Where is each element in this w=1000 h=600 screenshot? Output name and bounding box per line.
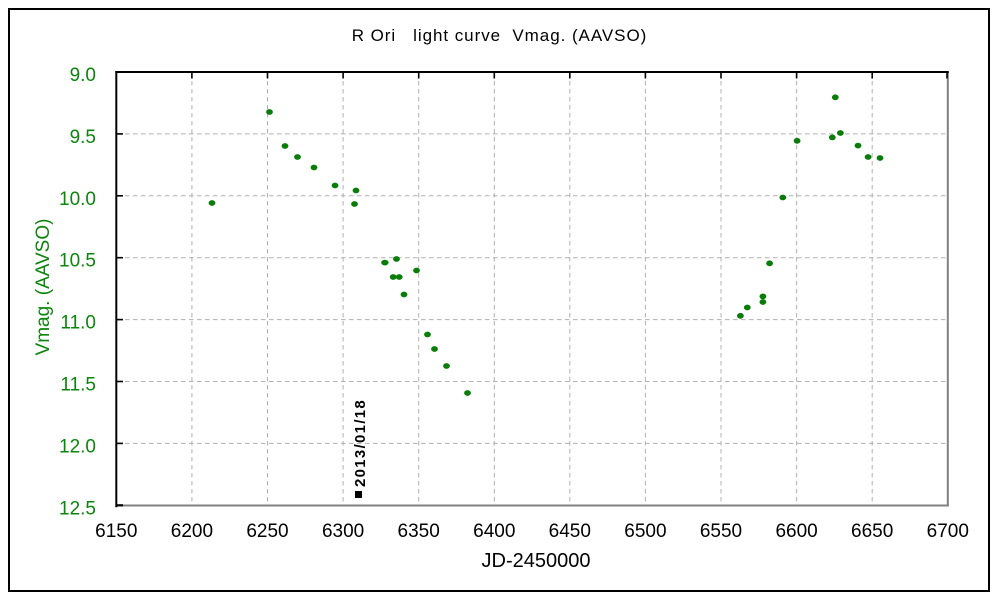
svg-text:6200: 6200 xyxy=(171,521,213,542)
svg-text:6700: 6700 xyxy=(927,521,969,542)
svg-text:10.0: 10.0 xyxy=(59,189,96,210)
svg-text:12.5: 12.5 xyxy=(59,498,96,519)
svg-text:2013/01/18: 2013/01/18 xyxy=(352,399,369,487)
svg-text:6650: 6650 xyxy=(851,521,893,542)
svg-text:10.5: 10.5 xyxy=(59,251,96,272)
svg-text:6550: 6550 xyxy=(700,521,742,542)
svg-text:11.5: 11.5 xyxy=(60,375,96,396)
svg-text:9.5: 9.5 xyxy=(70,127,96,148)
svg-text:9.0: 9.0 xyxy=(70,65,96,86)
svg-text:6300: 6300 xyxy=(322,521,364,542)
svg-text:6600: 6600 xyxy=(775,521,817,542)
svg-text:6350: 6350 xyxy=(398,521,440,542)
svg-text:R Ori light curve Vmag. (AA: R Ori light curve Vmag. (AAVSO) xyxy=(352,26,648,45)
svg-text:11.0: 11.0 xyxy=(60,313,96,334)
svg-text:6500: 6500 xyxy=(624,521,666,542)
svg-text:12.0: 12.0 xyxy=(59,436,96,457)
svg-text:Vmag. (AAVSO): Vmag. (AAVSO) xyxy=(33,219,54,356)
svg-text:JD-2450000: JD-2450000 xyxy=(482,550,591,572)
svg-text:6450: 6450 xyxy=(549,521,591,542)
svg-text:6400: 6400 xyxy=(473,521,515,542)
svg-text:6250: 6250 xyxy=(246,521,288,542)
svg-text:6150: 6150 xyxy=(95,521,137,542)
